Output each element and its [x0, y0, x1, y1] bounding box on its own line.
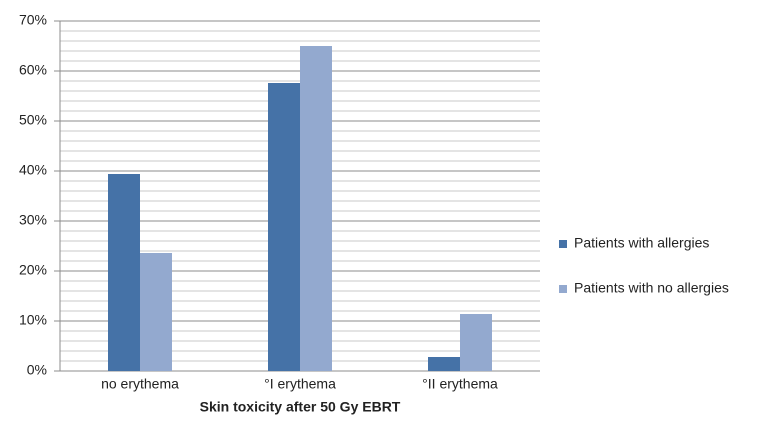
legend-swatch	[559, 240, 567, 248]
y-tick-label: 40%	[19, 162, 47, 178]
legend-label: Patients with allergies	[574, 235, 709, 251]
y-tick-label: 10%	[19, 312, 47, 328]
bar	[428, 357, 460, 371]
x-tick-label: °I erythema	[264, 376, 336, 392]
legend-swatch	[559, 285, 567, 293]
bar	[140, 253, 172, 371]
y-tick-label: 70%	[19, 12, 47, 28]
y-tick-label: 20%	[19, 262, 47, 278]
y-tick-label: 50%	[19, 112, 47, 128]
y-tick-label: 60%	[19, 62, 47, 78]
bar	[300, 46, 332, 371]
y-tick-label: 30%	[19, 212, 47, 228]
bar	[268, 83, 300, 371]
legend-label: Patients with no allergies	[574, 280, 729, 296]
y-tick-label: 0%	[27, 362, 47, 378]
bar	[108, 174, 140, 371]
x-tick-label: no erythema	[101, 376, 179, 392]
x-axis-title: Skin toxicity after 50 Gy EBRT	[200, 399, 401, 415]
x-tick-label: °II erythema	[422, 376, 498, 392]
bar	[460, 314, 492, 371]
